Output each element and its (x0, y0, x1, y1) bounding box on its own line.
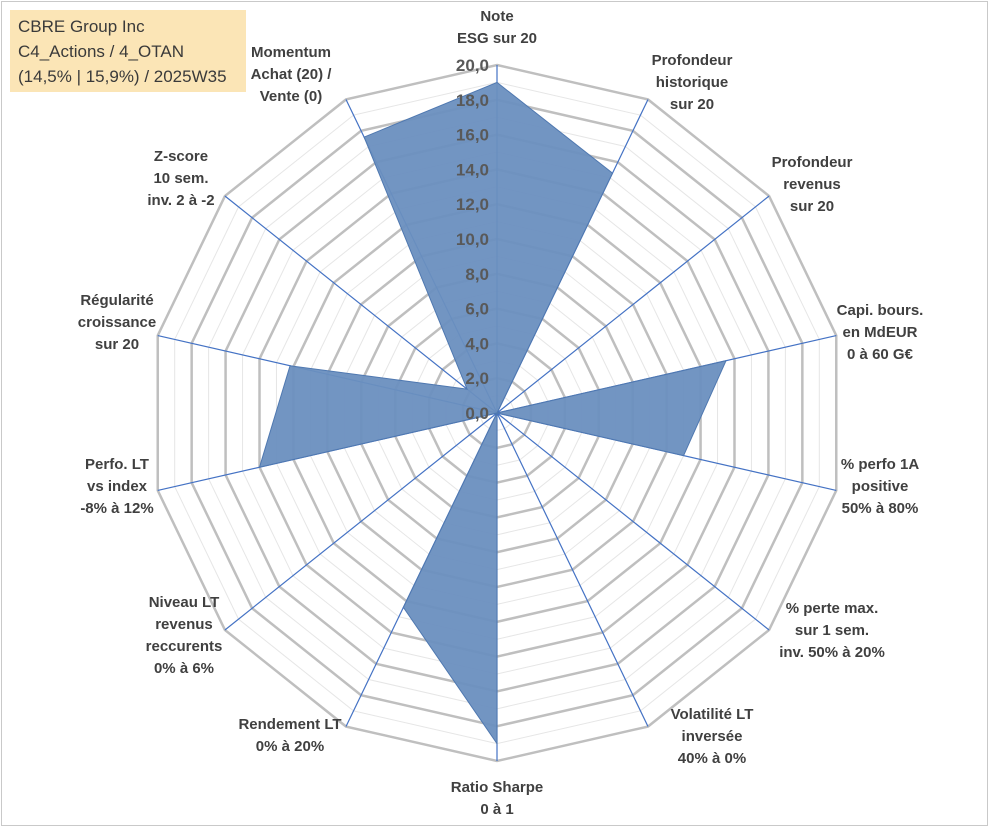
axis-label-group: Profondeur revenus sur 20 (772, 154, 853, 215)
axis-label: croissance (78, 314, 156, 331)
axis-label: % perfo 1A (841, 456, 920, 473)
axis-label: en MdEUR (843, 324, 918, 341)
series-area (258, 81, 727, 746)
tick-layer: 0,0 2,0 4,0 6,0 8,0 10,0 12,0 14,0 16,0 18,0 20,0 (456, 56, 489, 423)
axis-label: sur 1 sem. (795, 622, 869, 639)
label-layer: Note ESG sur 20 Profondeur historique sur 20… (78, 8, 924, 818)
axis-label: Rendement LT (238, 716, 341, 733)
axis-label: Profondeur (652, 52, 733, 69)
axis-label-group: Momentum Achat (20) / Vente (0) (251, 44, 333, 105)
axis-label: historique (656, 74, 729, 91)
axis-label: 40% à 0% (678, 750, 746, 767)
series-point (612, 172, 614, 174)
axis-label: Vente (0) (260, 88, 323, 105)
axis-label: Ratio Sharpe (451, 779, 544, 796)
axis-label: -8% à 12% (80, 500, 153, 517)
series-point (725, 360, 727, 362)
axis-label-group: % perfo 1A positive 50% à 80% (841, 456, 920, 517)
chart-title-box: CBRE Group Inc C4_Actions / 4_OTAN (14,5… (10, 10, 246, 92)
series-point (496, 412, 498, 414)
axis-label: sur 20 (670, 96, 714, 113)
axis-label: positive (852, 478, 909, 495)
axis-spoke (496, 412, 649, 727)
axis-label: vs index (87, 478, 148, 495)
series-point (496, 743, 498, 745)
series-point (289, 365, 291, 367)
tick-label: 6,0 (465, 300, 489, 319)
axis-label: 0 à 60 G€ (847, 346, 914, 363)
axis-label: Régularité (80, 292, 153, 309)
tick-label: 14,0 (456, 160, 489, 179)
tick-label: 12,0 (456, 195, 489, 214)
axis-label: inversée (682, 728, 743, 745)
series-point (259, 466, 261, 468)
axis-label-group: Régularité croissance sur 20 (78, 292, 156, 353)
tick-label: 16,0 (456, 126, 489, 145)
axis-label: revenus (155, 616, 213, 633)
series-point (496, 81, 498, 83)
axis-label: % perte max. (786, 600, 879, 617)
axis-label: 0 à 1 (480, 801, 513, 818)
tick-label: 18,0 (456, 91, 489, 110)
axis-spoke (496, 412, 770, 631)
axis-label: Note (480, 8, 513, 25)
series-point (683, 455, 685, 457)
axis-label: sur 20 (790, 198, 834, 215)
series-point (466, 388, 468, 390)
series-point (402, 606, 404, 608)
axis-label: Profondeur (772, 154, 853, 171)
axis-label: Z-score (154, 148, 208, 165)
axis-spoke (496, 195, 770, 414)
axis-label: sur 20 (95, 336, 139, 353)
tick-label: 10,0 (456, 230, 489, 249)
series-point (363, 136, 365, 138)
axis-label-group: Profondeur historique sur 20 (652, 52, 733, 113)
title-line-3: (14,5% | 15,9%) / 2025W35 (18, 67, 227, 86)
axis-label-group: Note ESG sur 20 (457, 8, 537, 47)
axis-spoke (224, 195, 498, 414)
tick-label: 4,0 (465, 334, 489, 353)
title-line-1: CBRE Group Inc (18, 17, 145, 36)
axis-label: Niveau LT (149, 594, 220, 611)
axis-label-group: Volatilité LT inversée 40% à 0% (671, 706, 754, 767)
axis-label: Volatilité LT (671, 706, 754, 723)
axis-label: 0% à 6% (154, 660, 214, 677)
axis-label: inv. 50% à 20% (779, 644, 885, 661)
axis-label-group: % perte max. sur 1 sem. inv. 50% à 20% (779, 600, 885, 661)
axis-label-group: Ratio Sharpe 0 à 1 (451, 779, 544, 818)
axis-label: inv. 2 à -2 (147, 192, 214, 209)
axis-label: reccurents (146, 638, 223, 655)
tick-label: 2,0 (465, 369, 489, 388)
axis-label: 0% à 20% (256, 738, 324, 755)
tick-label: 0,0 (465, 404, 489, 423)
axis-label-group: Perfo. LT vs index -8% à 12% (80, 456, 153, 517)
axis-label-group: Capi. bours. en MdEUR 0 à 60 G€ (837, 302, 924, 363)
axis-label: Momentum (251, 44, 331, 61)
axis-label-group: Rendement LT 0% à 20% (238, 716, 341, 755)
axis-label: 50% à 80% (842, 500, 919, 517)
axis-label: Achat (20) / (251, 66, 333, 83)
axis-label-group: Z-score 10 sem. inv. 2 à -2 (147, 148, 214, 209)
tick-label: 8,0 (465, 265, 489, 284)
series-layer (258, 81, 727, 746)
tick-label: 20,0 (456, 56, 489, 75)
axis-spoke (224, 412, 498, 631)
axis-label: Capi. bours. (837, 302, 924, 319)
axis-label: 10 sem. (153, 170, 208, 187)
axis-label: Perfo. LT (85, 456, 149, 473)
axis-label: revenus (783, 176, 841, 193)
axis-label-group: Niveau LT revenus reccurents 0% à 6% (146, 594, 223, 677)
title-line-2: C4_Actions / 4_OTAN (18, 42, 184, 61)
axis-label: ESG sur 20 (457, 30, 537, 47)
